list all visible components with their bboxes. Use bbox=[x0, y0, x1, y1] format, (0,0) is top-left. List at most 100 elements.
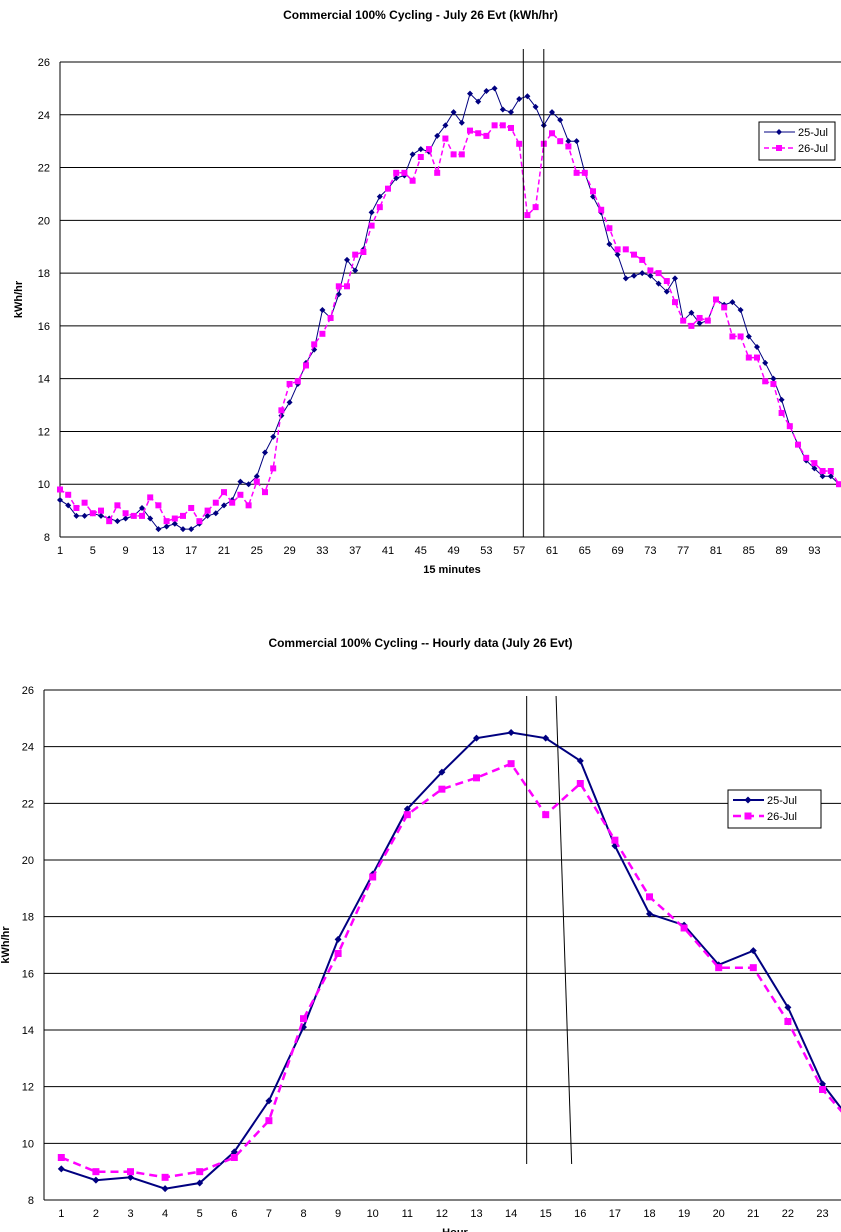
data-point bbox=[196, 1179, 204, 1187]
y-tick-label: 18 bbox=[22, 912, 34, 924]
data-point bbox=[369, 873, 377, 881]
data-point bbox=[614, 246, 621, 253]
data-point bbox=[573, 169, 580, 176]
data-point bbox=[606, 225, 613, 232]
data-point bbox=[827, 468, 834, 475]
data-point bbox=[417, 154, 424, 160]
data-point bbox=[704, 317, 711, 324]
x-tick-label: 29 bbox=[283, 545, 295, 557]
data-point bbox=[327, 314, 334, 321]
data-point bbox=[334, 935, 342, 943]
y-tick-label: 26 bbox=[38, 57, 50, 69]
data-point bbox=[311, 346, 318, 353]
data-point bbox=[434, 169, 441, 176]
data-point bbox=[473, 734, 480, 742]
data-point bbox=[483, 88, 490, 95]
x-tick-label: 4 bbox=[162, 1208, 168, 1220]
data-point bbox=[438, 785, 446, 793]
data-point bbox=[57, 1165, 65, 1173]
x-tick-label: 57 bbox=[513, 545, 525, 557]
data-point bbox=[672, 275, 678, 282]
plot-area bbox=[57, 729, 841, 1193]
data-point bbox=[81, 499, 88, 506]
series-line-25-Jul bbox=[60, 731, 841, 1190]
data-point bbox=[230, 1154, 238, 1161]
x-tick-label: 69 bbox=[611, 545, 623, 557]
x-tick-label: 73 bbox=[644, 545, 656, 557]
data-point bbox=[611, 836, 619, 844]
data-point bbox=[352, 267, 359, 274]
data-point bbox=[581, 169, 588, 176]
data-point bbox=[507, 760, 515, 768]
data-point bbox=[334, 950, 342, 957]
data-point bbox=[163, 523, 170, 530]
data-point bbox=[819, 1080, 826, 1088]
data-point bbox=[467, 127, 473, 134]
y-tick-label: 18 bbox=[38, 268, 50, 280]
data-point bbox=[524, 93, 531, 100]
data-point bbox=[475, 130, 482, 137]
y-tick-label: 14 bbox=[38, 374, 50, 386]
y-axis-label: kWh/hr bbox=[13, 280, 25, 318]
plot-area bbox=[57, 85, 841, 533]
data-point bbox=[639, 270, 646, 277]
data-point bbox=[573, 138, 580, 145]
chart-hourly: Commercial 100% Cycling -- Hourly data (… bbox=[0, 610, 841, 1232]
x-tick-label: 13 bbox=[470, 1208, 482, 1220]
x-tick-label: 9 bbox=[123, 545, 129, 557]
legend-marker bbox=[776, 129, 782, 135]
data-point bbox=[65, 491, 72, 498]
data-point bbox=[98, 507, 104, 514]
y-tick-label: 8 bbox=[28, 1195, 34, 1207]
x-tick-label: 21 bbox=[218, 545, 230, 557]
legend bbox=[727, 789, 822, 829]
legend-marker bbox=[776, 145, 782, 151]
data-point bbox=[549, 109, 555, 116]
data-point bbox=[647, 267, 654, 274]
data-point bbox=[819, 1086, 826, 1093]
x-tick-label: 14 bbox=[505, 1208, 517, 1220]
data-point bbox=[631, 272, 637, 279]
y-tick-label: 24 bbox=[38, 110, 50, 122]
data-point bbox=[270, 465, 277, 472]
data-point bbox=[73, 504, 80, 511]
y-tick-label: 16 bbox=[38, 321, 50, 333]
x-tick-label: 5 bbox=[197, 1208, 203, 1220]
event-line bbox=[555, 695, 573, 1165]
data-point bbox=[611, 842, 619, 850]
data-point bbox=[475, 98, 482, 105]
data-point bbox=[352, 251, 359, 258]
data-point bbox=[401, 169, 408, 176]
x-tick-label: 53 bbox=[480, 545, 492, 557]
data-point bbox=[622, 246, 629, 253]
data-point bbox=[549, 130, 555, 137]
data-point bbox=[508, 124, 514, 131]
data-point bbox=[212, 499, 219, 506]
data-point bbox=[688, 322, 695, 329]
data-point bbox=[171, 520, 178, 527]
y-tick-label: 26 bbox=[22, 685, 34, 697]
data-point bbox=[221, 489, 227, 496]
data-point bbox=[516, 95, 523, 102]
data-point bbox=[811, 465, 818, 472]
x-tick-label: 19 bbox=[678, 1208, 690, 1220]
x-tick-label: 17 bbox=[185, 545, 197, 557]
x-tick-label: 13 bbox=[152, 545, 164, 557]
data-point bbox=[204, 507, 211, 514]
x-tick-label: 93 bbox=[808, 545, 820, 557]
data-point bbox=[335, 291, 342, 298]
data-point bbox=[188, 504, 195, 511]
data-point bbox=[417, 146, 424, 153]
data-point bbox=[778, 409, 785, 416]
data-point bbox=[737, 333, 744, 340]
legend-label: 26-Jul bbox=[798, 143, 828, 155]
data-point bbox=[229, 499, 236, 506]
data-point bbox=[344, 256, 350, 263]
legend-label: 26-Jul bbox=[767, 811, 797, 823]
data-point bbox=[368, 222, 375, 229]
data-point bbox=[819, 473, 826, 480]
data-point bbox=[576, 780, 584, 787]
data-point bbox=[114, 502, 121, 509]
data-point bbox=[294, 378, 301, 385]
data-point bbox=[663, 288, 670, 295]
